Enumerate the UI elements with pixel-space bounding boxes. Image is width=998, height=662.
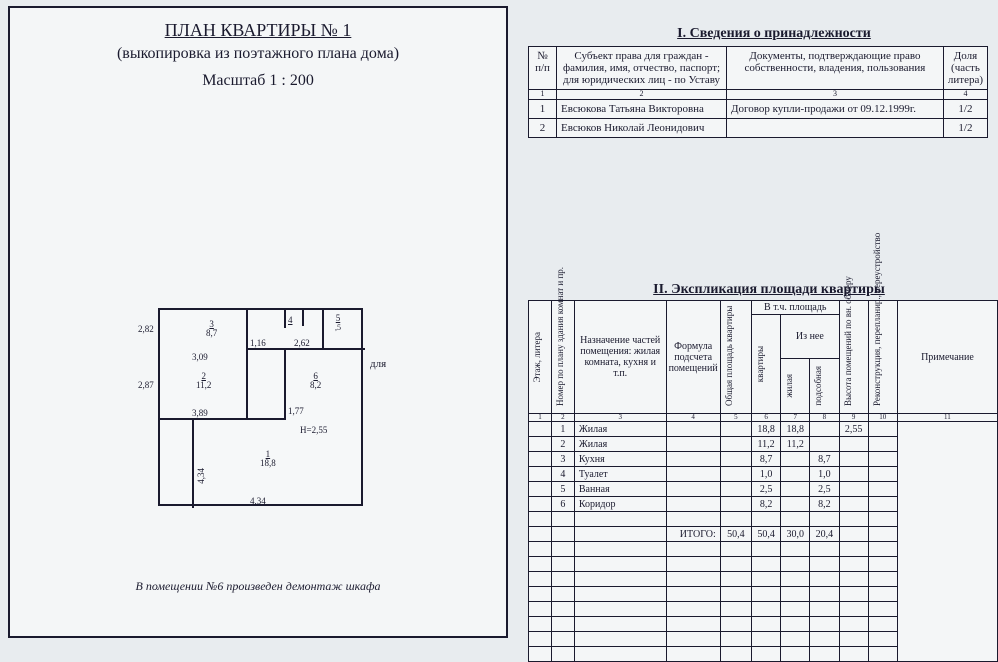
col-num: № п/п: [529, 47, 557, 90]
room-area: 8,2: [310, 380, 321, 390]
subnum: 2: [557, 90, 727, 100]
h-formula: Формула подсчета помещений: [666, 301, 720, 414]
floor-plan: 3 8,7 2 11,2 6 8,2 1 18,8 4 5 ,5 H=2,55 …: [158, 308, 363, 506]
h-total: Общая площадь квартиры: [723, 302, 735, 412]
title-block: ПЛАН КВАРТИРЫ № 1 (выкопировка из поэтаж…: [28, 18, 488, 92]
ownership-table: № п/п Субъект права для граждан - фамили…: [528, 46, 988, 138]
h-floor: Этаж, литера: [531, 326, 543, 388]
h-recon: Реконструкция, перепланир., переустройст…: [871, 302, 883, 412]
plan-scale: Масштаб 1 : 200: [28, 70, 488, 92]
dim: 2,87: [138, 380, 154, 390]
col-share: Доля (часть литера): [943, 47, 987, 90]
row-subject: Евсюкова Татьяна Викторовна: [557, 99, 727, 118]
col-subject: Субъект права для граждан - фамилия, имя…: [557, 47, 727, 90]
row-share: 1/2: [943, 118, 987, 137]
room-area: 18,8: [260, 458, 276, 468]
row-doc: Договор купли-продажи от 09.12.1999г.: [727, 99, 944, 118]
explication-table: Этаж, литера Номер по плану здания комна…: [528, 300, 998, 662]
room-num: 4: [288, 315, 293, 325]
subnum: 1: [529, 90, 557, 100]
row-doc: [727, 118, 944, 137]
room-area: 8,7: [206, 328, 217, 338]
subnum: 4: [943, 90, 987, 100]
h-ofwhich: Из нее: [781, 315, 839, 359]
left-panel: ПЛАН КВАРТИРЫ № 1 (выкопировка из поэтаж…: [8, 6, 508, 638]
dim: 2,62: [294, 338, 310, 348]
col-docs: Документы, подтверждающие право собствен…: [727, 47, 944, 90]
ceiling-height: H=2,55: [300, 425, 327, 435]
dim: 1,77: [288, 406, 304, 416]
subnum: 3: [727, 90, 944, 100]
plan-title: ПЛАН КВАРТИРЫ № 1: [28, 18, 488, 43]
dim: 3,09: [192, 352, 208, 362]
room-area: 11,2: [196, 380, 211, 390]
room-area: ,5: [335, 323, 341, 332]
room-num: 5: [336, 313, 341, 323]
h-pod: подсобная: [812, 360, 824, 412]
plan-subtitle: (выкопировка из поэтажного плана дома): [28, 43, 488, 65]
section2-title: II. Экспликация площади квартиры: [560, 282, 978, 298]
h-height: Высота помещений по вн. обмеру: [842, 302, 854, 412]
row-subject: Евсюков Николай Леонидович: [557, 118, 727, 137]
row-num: 1: [529, 99, 557, 118]
row-num: 2: [529, 118, 557, 137]
dim: 1,16: [250, 338, 266, 348]
h-roomnum: Номер по плану здания комнат и пр.: [554, 302, 566, 412]
h-zh: жилая: [783, 368, 795, 404]
h-purpose: Назначение частей помещения: жилая комна…: [574, 301, 666, 414]
row-share: 1/2: [943, 99, 987, 118]
h-kv: квартиры: [754, 340, 766, 388]
right-area: I. Сведения о принадлежности № п/п Субъе…: [520, 0, 998, 645]
footnote: В помещении №6 произведен демонтаж шкафа: [10, 579, 506, 594]
section1-title: I. Сведения о принадлежности: [580, 26, 968, 42]
expl-row: 1Жилая18,818,82,55: [529, 422, 998, 437]
dim: 4,34: [250, 496, 266, 506]
h-incl: В т.ч. площадь: [752, 301, 840, 315]
dim: 3,89: [192, 408, 208, 418]
col-numbers: 123 456 789 1011: [529, 414, 998, 422]
label-dlya: для: [370, 358, 386, 370]
dim: 4,34: [196, 468, 206, 484]
dim: 2,82: [138, 324, 154, 334]
h-note: Примечание: [897, 301, 997, 414]
